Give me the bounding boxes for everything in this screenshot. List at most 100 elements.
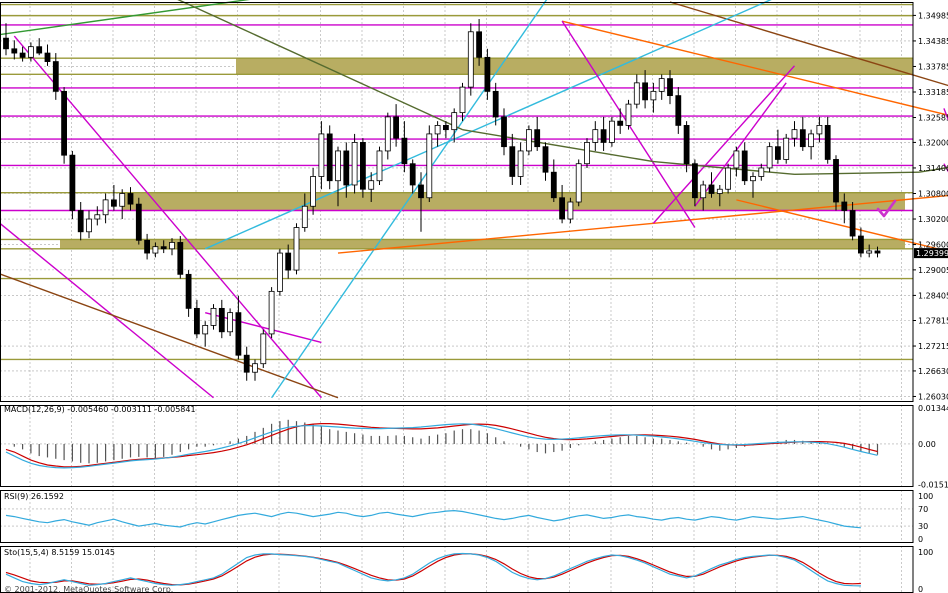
trend-line [204,0,772,250]
macd-panel: 0.01344 0.00 -0.01516 [0,404,948,490]
candle-bearish [393,116,400,139]
candle-bearish [492,90,499,118]
candle-bearish [359,142,366,190]
candle-bearish [509,146,516,177]
macd-tick-label: 0.01344 [918,404,948,413]
candle-bearish [135,203,142,241]
candle-bearish [542,146,549,173]
stochastic-tick-label: 0 [918,585,923,593]
candle-bullish [252,363,258,373]
candle-bullish [119,193,126,207]
candle-bullish [650,90,657,101]
grid-lines [0,2,913,593]
candle-bearish [775,146,781,160]
stochastic-signal-line [5,553,861,586]
trend-line [794,171,920,176]
current-price-label: 1.29399 [916,249,948,258]
candle-bearish [708,184,715,194]
zone-band [60,239,905,249]
candle-bullish [434,125,441,135]
candle-bullish [625,103,632,126]
candle-bearish [617,120,624,126]
candle-bearish [11,48,18,54]
candle-bearish [409,163,416,186]
candle-bullish [451,112,458,131]
price-tick-label: 1.26630 [918,367,948,376]
trend-line [337,194,948,254]
candle-bullish [351,142,358,186]
panel-frame [0,490,914,543]
candle-bearish [326,133,333,182]
check-mark-icon [876,199,897,218]
trend-line [0,222,214,399]
price-tick-label: 1.32000 [918,138,948,147]
candle-bullish [384,116,391,152]
trend-line [736,199,948,253]
candle-bullish [335,150,341,182]
candle-bullish [293,227,300,271]
candle-bullish [310,176,317,207]
price-tick-label: 1.30200 [918,215,948,224]
candle-bearish [418,184,424,199]
trend-line [561,20,948,116]
candle-bullish [783,137,790,160]
candle-bullish [426,133,433,199]
candle-bearish [127,193,134,205]
price-tick-label: 1.28405 [918,291,948,300]
zone-band [236,58,913,75]
candle-bearish [550,171,557,199]
candle-bearish [36,46,43,54]
price-axis: 1.34985 1.34385 1.33785 1.33185 1.32585 1.320… [913,11,948,401]
candle-bearish [501,116,507,148]
horizontal-levels [0,3,913,361]
candle-bullish [716,188,723,194]
candle-bearish [824,125,831,160]
candle-bullish [152,246,159,254]
candle-bearish [44,52,51,62]
trend-line [918,166,948,173]
copyright-footer: © 2001-2012, MetaQuotes Software Corp. [4,585,173,593]
candle-bullish [86,218,92,233]
candle-bearish [476,31,483,58]
rsi-tick-label: 0 [918,535,923,544]
trend-line [462,128,654,163]
price-tick-label: 1.33785 [918,62,948,71]
candle-bearish [177,242,184,275]
candle-bearish [52,61,59,92]
price-tick-label: 1.29600 [918,241,948,250]
candle-bearish [111,199,117,207]
panel-frame [0,405,914,487]
candle-bearish [19,52,26,58]
trend-line [652,65,796,224]
candle-bearish [874,250,881,254]
candle-bearish [833,159,839,203]
candle-bearish [185,273,192,309]
candle-bullish [766,146,773,169]
check-mark-annotation [876,199,897,218]
candle-bullish [808,133,814,148]
candle-bearish [285,252,292,271]
price-tick-label: 1.31400 [918,164,948,173]
candle-bullish [700,184,707,199]
price-tick-label: 1.26030 [918,392,948,401]
candle-bearish [401,137,408,165]
price-tick-label: 1.30800 [918,189,948,198]
candle-bullish [609,120,615,143]
candle-bearish [160,246,167,250]
rsi-label: RSI(9) 26.1592 [4,492,64,501]
candle-bullish [368,180,375,190]
candle-bearish [675,95,682,126]
candle-bullish [227,312,234,333]
price-tick-label: 1.33185 [918,88,948,97]
candle-bearish [683,125,690,165]
trend-line [0,0,251,36]
support-resistance-zones [60,58,913,249]
stochastic-panel: 100 0 [5,548,933,593]
candle-bearish [61,90,67,156]
rsi-line [5,509,861,529]
rsi-tick-label: 30 [918,522,928,531]
candle-bearish [667,78,673,97]
candle-bearish [559,197,565,220]
trend-line [653,160,795,176]
